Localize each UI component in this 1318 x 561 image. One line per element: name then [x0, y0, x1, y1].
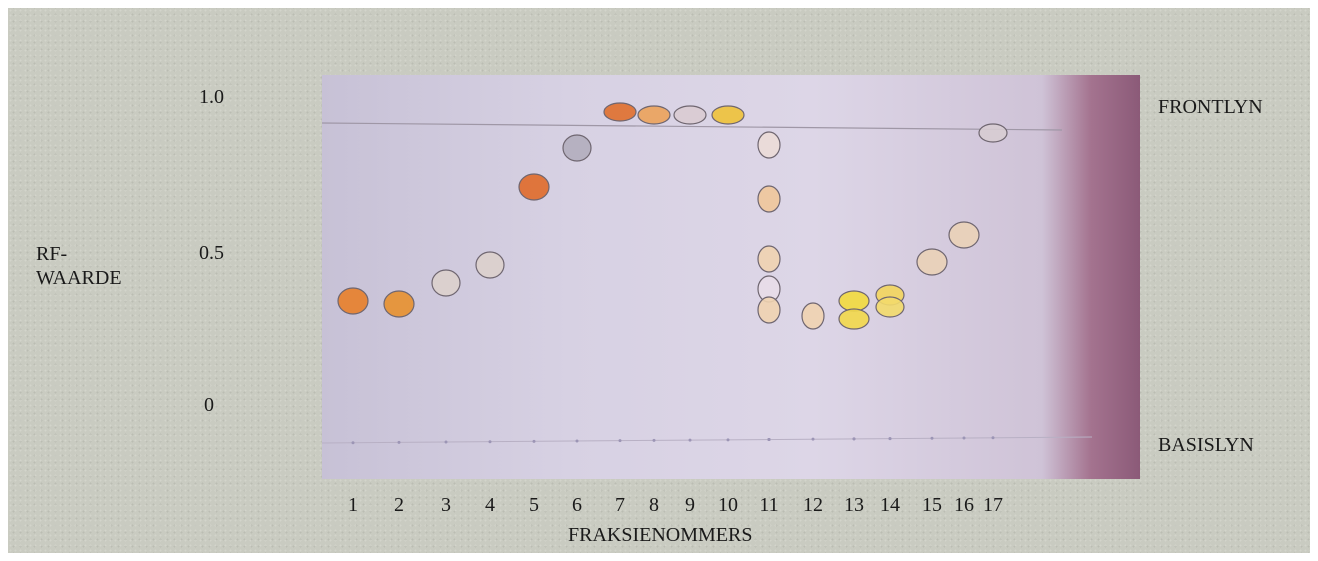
spot-fraction-11-14	[757, 296, 781, 324]
y-tick-0-5: 0.5	[199, 242, 224, 264]
fraction-number-15: 15	[922, 494, 942, 516]
origin-mark-1	[397, 440, 401, 444]
origin-mark-6	[618, 439, 622, 443]
front-line	[322, 122, 1063, 131]
spot-fraction-7-6	[603, 102, 637, 122]
origin-mark-21	[962, 436, 966, 440]
x-axis-label: FRAKSIENOMMERS	[568, 524, 753, 546]
tlc-plate-drawing	[322, 102, 1093, 445]
spot-fraction-13-16	[838, 290, 870, 312]
fraction-number-5: 5	[529, 494, 539, 516]
fraction-number-9: 9	[685, 494, 695, 516]
spot-fraction-11-10	[757, 131, 781, 159]
fraction-number-13: 13	[844, 494, 864, 516]
fraction-number-10: 10	[718, 494, 738, 516]
y-axis-label-line1: RF-	[36, 243, 68, 265]
origin-mark-20	[930, 436, 934, 440]
origin-mark-0	[351, 441, 355, 445]
origin-mark-22	[991, 436, 995, 440]
fraction-number-4: 4	[485, 494, 495, 516]
origin-mark-9	[726, 438, 730, 442]
fraction-number-2: 2	[394, 494, 404, 516]
fraction-number-8: 8	[649, 494, 659, 516]
fraction-number-16: 16	[954, 494, 974, 516]
origin-mark-7	[652, 438, 656, 442]
spot-fraction-4-3	[475, 251, 505, 279]
spot-fraction-8-7	[637, 105, 671, 125]
origin-mark-17	[852, 437, 856, 441]
spot-fraction-10-9	[711, 105, 745, 125]
spot-fraction-11-12	[757, 245, 781, 273]
base-line	[322, 436, 1093, 444]
origin-mark-3	[488, 440, 492, 444]
spot-fraction-17-22	[978, 123, 1008, 143]
origin-mark-19	[888, 437, 892, 441]
fraction-number-1: 1	[348, 494, 358, 516]
spot-fraction-16-21	[948, 221, 980, 249]
spot-fraction-5-4	[518, 173, 550, 201]
fraction-number-17: 17	[983, 494, 1003, 516]
tlc-plate	[322, 75, 1140, 479]
origin-mark-15	[811, 437, 815, 441]
spot-fraction-3-2	[431, 269, 461, 297]
spot-fraction-9-8	[673, 105, 707, 125]
origin-mark-4	[532, 439, 536, 443]
y-axis-label-line2: WAARDE	[36, 267, 122, 289]
fraction-number-11: 11	[759, 494, 779, 516]
y-tick-1-0: 1.0	[199, 86, 224, 108]
fraction-number-7: 7	[615, 494, 625, 516]
y-axis-label: RF- WAARDE	[36, 242, 122, 290]
fraction-number-14: 14	[880, 494, 900, 516]
spot-fraction-6-5	[562, 134, 592, 162]
spot-fraction-2-1	[383, 290, 415, 318]
origin-mark-8	[688, 438, 692, 442]
y-tick-0: 0	[204, 394, 214, 416]
spot-fraction-13-17	[838, 308, 870, 330]
spot-fraction-14-19	[875, 296, 905, 318]
spot-fraction-11-11	[757, 185, 781, 213]
fraction-number-3: 3	[441, 494, 451, 516]
fraction-number-12: 12	[803, 494, 823, 516]
origin-mark-14	[767, 438, 771, 442]
spot-fraction-12-15	[801, 302, 825, 330]
base-line-label: BASISLYN	[1158, 434, 1254, 456]
front-line-label: FRONTLYN	[1158, 96, 1263, 118]
spot-fraction-1-0	[337, 287, 369, 315]
fraction-number-6: 6	[572, 494, 582, 516]
spot-fraction-15-20	[916, 248, 948, 276]
origin-mark-2	[444, 440, 448, 444]
origin-mark-5	[575, 439, 579, 443]
figure-frame: RF- WAARDE 1.0 0.5 0 FRONTLYN BASISLYN 1…	[8, 8, 1310, 553]
